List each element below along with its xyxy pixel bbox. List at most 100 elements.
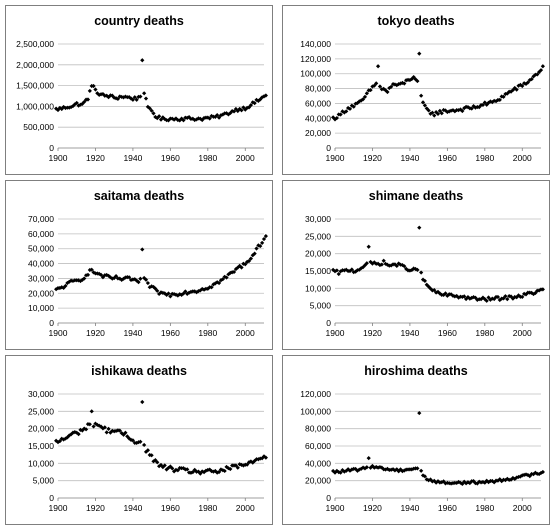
data-point bbox=[527, 474, 532, 479]
data-point bbox=[377, 262, 383, 268]
x-tick-label: 1920 bbox=[86, 328, 105, 338]
x-tick-label: 2000 bbox=[236, 328, 255, 338]
x-tick-label: 1960 bbox=[161, 328, 180, 338]
data-point bbox=[522, 81, 527, 86]
data-point bbox=[480, 295, 486, 300]
data-point bbox=[254, 246, 259, 251]
data-point bbox=[495, 294, 501, 300]
data-point bbox=[538, 68, 544, 73]
data-point bbox=[142, 442, 147, 448]
chart-panel-country: country deaths 0 500,000 1,000,000 1,500,000… bbox=[5, 5, 273, 175]
data-point bbox=[106, 426, 111, 432]
y-tick-label: 20,000 bbox=[305, 128, 331, 138]
data-point bbox=[149, 108, 154, 113]
data-point bbox=[132, 95, 137, 100]
data-point bbox=[490, 100, 495, 105]
data-point bbox=[215, 113, 220, 118]
chart-saitama: saitama deaths 0 10,000 20,000 30,000 40,000 5… bbox=[28, 189, 268, 338]
y-tick-label: 120,000 bbox=[300, 54, 331, 64]
data-point bbox=[443, 481, 448, 486]
y-tick-label: 10,000 bbox=[28, 303, 54, 313]
data-point bbox=[55, 439, 61, 445]
x-tick-label: 1980 bbox=[198, 328, 217, 338]
data-point bbox=[434, 110, 439, 115]
data-point bbox=[207, 116, 212, 121]
x-tick-label: 1920 bbox=[363, 503, 382, 513]
y-tick-label: 15,000 bbox=[28, 441, 54, 451]
data-point bbox=[248, 103, 253, 108]
y-tick-label: 40,000 bbox=[305, 458, 331, 468]
chart-panel-tokyo: tokyo deaths 0 20,000 40,000 60,000 80,000 100… bbox=[282, 5, 550, 175]
data-point bbox=[54, 438, 59, 443]
x-tick-label: 1900 bbox=[326, 328, 345, 338]
data-point bbox=[194, 117, 199, 122]
y-tick-label: 140,000 bbox=[300, 39, 331, 49]
data-point bbox=[471, 479, 476, 484]
data-point bbox=[226, 466, 231, 471]
data-point bbox=[467, 106, 472, 111]
data-point bbox=[104, 272, 109, 278]
data-point bbox=[529, 77, 534, 82]
data-point bbox=[471, 294, 476, 300]
data-point bbox=[93, 87, 98, 92]
data-point bbox=[426, 108, 431, 113]
data-point bbox=[490, 478, 495, 484]
y-tick-label: 40,000 bbox=[305, 113, 331, 123]
data-point bbox=[140, 247, 145, 252]
data-point bbox=[136, 94, 141, 99]
y-tick-label: 2,500,000 bbox=[16, 39, 54, 49]
y-tick-label: 80,000 bbox=[305, 84, 331, 94]
data-point bbox=[518, 82, 523, 87]
chart-panel-hiroshima: hiroshima deaths 0 20,000 40,000 60,000 80,00… bbox=[282, 355, 550, 525]
data-point bbox=[147, 106, 152, 111]
y-tick-label: 0 bbox=[49, 493, 54, 503]
data-point bbox=[263, 233, 268, 239]
data-point bbox=[473, 105, 478, 110]
data-point bbox=[540, 287, 545, 292]
data-point bbox=[121, 432, 126, 437]
x-tick-label: 1920 bbox=[363, 153, 382, 163]
chart-tokyo: tokyo deaths 0 20,000 40,000 60,000 80,000 100… bbox=[300, 14, 545, 163]
data-point bbox=[106, 273, 111, 278]
y-tick-label: 25,000 bbox=[28, 406, 54, 416]
data-point bbox=[138, 276, 143, 281]
data-point bbox=[435, 479, 441, 484]
data-point bbox=[465, 105, 471, 110]
data-point bbox=[260, 456, 265, 461]
data-point bbox=[233, 463, 239, 468]
y-tick-label: 40,000 bbox=[28, 259, 54, 269]
x-tick-label: 1980 bbox=[475, 328, 494, 338]
data-point bbox=[130, 97, 136, 102]
y-tick-label: 10,000 bbox=[305, 283, 331, 293]
data-point bbox=[258, 97, 263, 102]
data-point bbox=[263, 455, 268, 460]
y-tick-label: 0 bbox=[326, 318, 331, 328]
y-tick-label: 60,000 bbox=[28, 229, 54, 239]
y-tick-label: 30,000 bbox=[28, 389, 54, 399]
y-tick-label: 70,000 bbox=[28, 214, 54, 224]
y-tick-label: 60,000 bbox=[305, 441, 331, 451]
x-tick-label: 1980 bbox=[475, 153, 494, 163]
data-point bbox=[192, 467, 197, 473]
data-point bbox=[372, 83, 377, 88]
x-tick-label: 2000 bbox=[513, 153, 532, 163]
data-point bbox=[233, 266, 239, 272]
data-point bbox=[437, 108, 442, 113]
data-point bbox=[263, 93, 268, 98]
data-point bbox=[445, 109, 450, 115]
y-tick-label: 5,000 bbox=[33, 476, 55, 486]
data-point bbox=[252, 101, 257, 106]
data-point bbox=[243, 107, 248, 112]
data-point bbox=[85, 97, 91, 102]
chart-panel-saitama: saitama deaths 0 10,000 20,000 30,000 40,000 5… bbox=[5, 180, 273, 350]
data-point bbox=[145, 448, 150, 453]
data-point bbox=[95, 271, 100, 276]
data-point bbox=[450, 108, 456, 113]
y-tick-label: 10,000 bbox=[28, 458, 54, 468]
data-point bbox=[54, 106, 59, 111]
data-point bbox=[130, 277, 136, 282]
data-point bbox=[417, 51, 422, 56]
chart-hiroshima: hiroshima deaths 0 20,000 40,000 60,000 80,00… bbox=[300, 364, 545, 513]
data-point bbox=[400, 469, 405, 474]
data-point bbox=[411, 266, 416, 271]
